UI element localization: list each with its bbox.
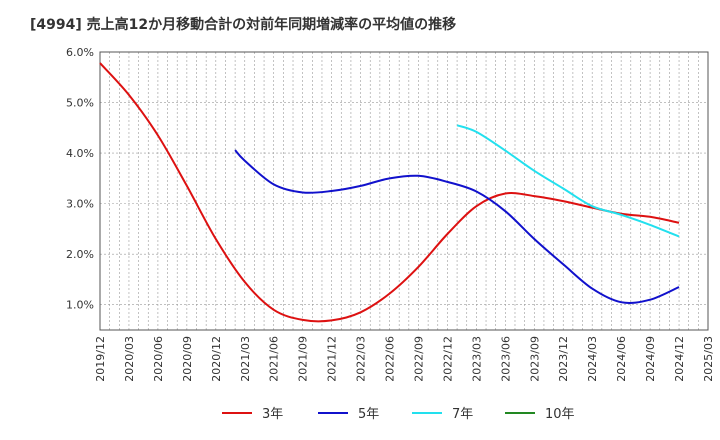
legend-label-3: 10年 [545,407,575,422]
x-tick-label: 2020/06 [152,336,165,382]
y-tick-label: 2.0% [66,248,94,261]
series-layer [99,62,680,323]
x-tick-label: 2024/03 [586,336,599,382]
y-tick-label: 5.0% [66,97,94,110]
x-tick-label: 2024/06 [615,336,628,382]
legend-label-1: 5年 [358,407,379,422]
x-tick-label: 2023/06 [499,336,512,382]
series-line-0 [99,62,680,323]
x-tick-label: 2021/03 [239,336,252,382]
y-tick-label: 1.0% [66,299,94,312]
plot-area [100,52,708,330]
x-tick-label: 2021/12 [326,336,339,382]
x-tick-label: 2022/06 [384,336,397,382]
axis-layer: 1.0% 2.0% 3.0% 4.0% 5.0% 6.0% 2019/12 2020/03 20… [66,46,715,382]
series-line-2 [456,124,680,238]
legend-label-2: 7年 [452,407,473,422]
x-tick-label: 2020/12 [210,336,223,382]
x-tick-label: 2025/03 [702,336,715,382]
legend-label-0: 3年 [262,407,283,422]
series-line-1 [234,149,680,304]
x-tick-label: 2021/06 [268,336,281,382]
x-tick-label: 2022/03 [355,336,368,382]
x-tick-label: 2024/12 [673,336,686,382]
x-tick-label: 2019/12 [94,336,107,382]
x-tick-label: 2022/12 [441,336,454,382]
x-tick-label: 2024/09 [644,336,657,382]
x-tick-label: 2020/03 [123,336,136,382]
x-tick-label: 2023/12 [557,336,570,382]
chart-title: [4994] 売上高12か月移動合計の対前年同期増減率の平均値の推移 [30,17,457,33]
x-tick-label: 2020/09 [181,336,194,382]
x-tick-label: 2023/09 [528,336,541,382]
y-tick-label: 6.0% [66,46,94,59]
x-tick-label: 2021/09 [297,336,310,382]
plot-frame [99,51,709,331]
legend-layer: 3年 5年 7年 10年 [222,407,575,422]
x-tick-label: 2023/03 [470,336,483,382]
grid-layer [99,51,709,330]
y-tick-label: 3.0% [66,198,94,211]
x-tick-label: 2022/09 [412,336,425,382]
y-tick-label: 4.0% [66,147,94,160]
